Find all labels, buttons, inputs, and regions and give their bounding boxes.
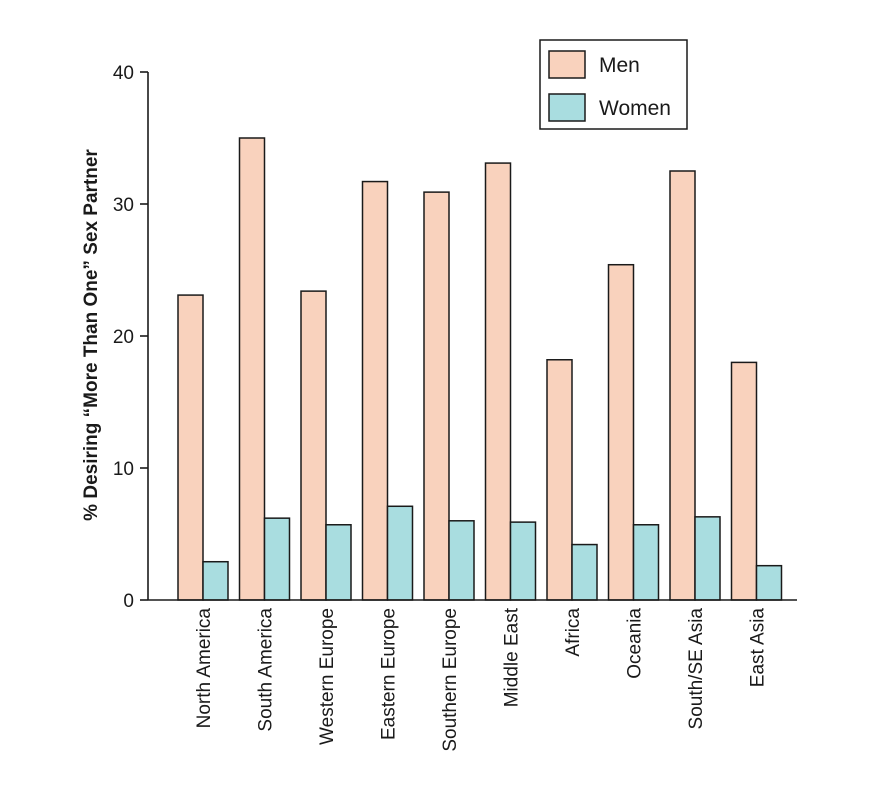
y-ticks-group: 0 10 20 30 40 bbox=[113, 63, 148, 612]
x-category-label-south-se-asia: South/SE Asia bbox=[686, 608, 707, 730]
x-category-label-eastern-europe: Eastern Europe bbox=[379, 608, 400, 740]
bar-men-southern-europe bbox=[423, 191, 450, 601]
bar-men-east-asia bbox=[730, 361, 758, 601]
bar-women-north-america bbox=[202, 560, 229, 601]
y-axis-label: % Desiring “More Than One” Sex Partner bbox=[81, 149, 102, 521]
bar-women-western-europe bbox=[325, 524, 352, 601]
bar-women-east-asia bbox=[755, 564, 783, 601]
bar-women-africa bbox=[571, 543, 598, 601]
x-category-label-south-america: South America bbox=[256, 608, 277, 732]
legend-swatch-women bbox=[548, 93, 586, 122]
y-tick-label-20: 20 bbox=[113, 327, 134, 348]
bar-men-middle-east bbox=[484, 162, 512, 601]
legend-swatch-men bbox=[548, 50, 586, 79]
bar-men-south-se-asia bbox=[669, 170, 696, 601]
y-tick-label-0: 0 bbox=[123, 591, 134, 612]
bar-women-south-se-asia bbox=[694, 516, 721, 601]
bar-men-north-america bbox=[177, 294, 204, 601]
bar-men-eastern-europe bbox=[361, 180, 389, 601]
x-labels-group: North America South America Western Europe… bbox=[194, 607, 769, 751]
x-category-label-southern-europe: Southern Europe bbox=[440, 608, 461, 752]
bar-women-south-america bbox=[263, 517, 291, 601]
bar-men-oceania bbox=[607, 263, 635, 601]
bar-women-oceania bbox=[632, 524, 660, 601]
x-category-label-oceania: Oceania bbox=[625, 608, 646, 679]
bars-group bbox=[177, 137, 783, 601]
bar-women-eastern-europe bbox=[386, 505, 414, 601]
bar-men-western-europe bbox=[300, 290, 327, 601]
bar-men-africa bbox=[546, 359, 573, 601]
legend-label-women: Women bbox=[599, 97, 671, 120]
y-tick-label-10: 10 bbox=[113, 459, 134, 480]
x-category-label-middle-east: Middle East bbox=[502, 607, 523, 707]
x-category-label-western-europe: Western Europe bbox=[317, 608, 338, 745]
bar-women-southern-europe bbox=[448, 520, 475, 601]
y-tick-label-30: 30 bbox=[113, 195, 134, 216]
legend-label-men: Men bbox=[599, 54, 640, 77]
y-tick-label-40: 40 bbox=[113, 63, 134, 84]
x-category-label-north-america: North America bbox=[194, 608, 215, 729]
x-category-label-africa: Africa bbox=[563, 608, 584, 657]
x-category-label-east-asia: East Asia bbox=[748, 608, 769, 688]
bar-women-middle-east bbox=[509, 521, 537, 601]
legend: Men Women bbox=[539, 39, 688, 130]
bar-men-south-america bbox=[238, 137, 266, 601]
